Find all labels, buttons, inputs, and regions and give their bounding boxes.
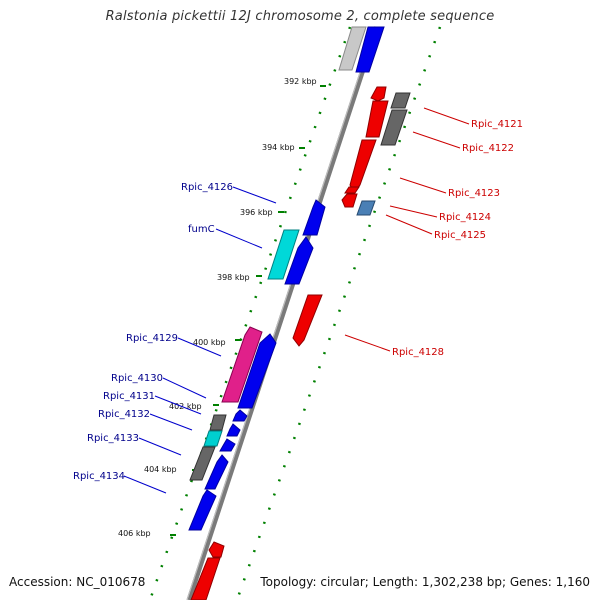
gene-arrow <box>365 100 389 138</box>
map-title: Ralstonia pickettii 12J chromosome 2, co… <box>105 9 495 24</box>
gene-arrow <box>189 446 216 481</box>
scale-label: 392 kbp <box>284 77 317 86</box>
gene-arrow <box>355 26 385 73</box>
topology-text: Topology: circular; Length: 1,302,238 bp… <box>260 575 590 589</box>
gene-arrow <box>344 186 360 194</box>
forward-leaders <box>123 186 277 494</box>
gene-label: Rpic_4133 <box>87 433 139 444</box>
gene-label: Rpic_4128 <box>392 347 444 358</box>
gene-arrow <box>204 454 229 490</box>
gene-arrow <box>208 541 225 558</box>
gene-arrow <box>380 109 408 146</box>
gene-label: fumC <box>188 224 215 235</box>
gene-arrow <box>338 26 367 71</box>
gene-label: Rpic_4121 <box>471 119 523 130</box>
scale-label: 404 kbp <box>144 465 177 474</box>
scale-label: 402 kbp <box>169 402 202 411</box>
scale-labels: 392 kbp 394 kbp 396 kbp 398 kbp 400 kbp … <box>118 77 326 538</box>
gene-label: Rpic_4134 <box>73 471 125 482</box>
gene-arrow <box>190 557 221 600</box>
gene-label: Rpic_4124 <box>439 212 491 223</box>
gene-arrow <box>237 333 277 409</box>
gene-arrow <box>390 92 411 109</box>
scale-label: 398 kbp <box>217 273 250 282</box>
gene-label: Rpic_4122 <box>462 143 514 154</box>
reverse-labels: Rpic_4121 Rpic_4122 Rpic_4123 Rpic_4124 … <box>392 119 523 358</box>
gene-label: Rpic_4132 <box>98 409 150 420</box>
forward-labels: Rpic_4126 fumC Rpic_4129 Rpic_4130 Rpic_… <box>73 182 233 482</box>
backbone <box>186 26 380 600</box>
reverse-leaders <box>344 107 470 352</box>
accession-text: Accession: NC_010678 <box>9 575 146 589</box>
scale-label: 396 kbp <box>240 208 273 217</box>
gene-arrow <box>203 430 223 447</box>
gene-arrow <box>219 438 236 452</box>
gene-arrow <box>341 193 358 208</box>
gene-arrow <box>221 326 263 403</box>
gene-arrow <box>284 236 314 285</box>
gene-arrow <box>370 86 387 102</box>
gene-features <box>188 26 411 600</box>
gene-label: Rpic_4130 <box>111 373 163 384</box>
gene-label: Rpic_4129 <box>126 333 178 344</box>
gene-arrow <box>209 414 227 431</box>
gene-arrow <box>292 294 323 347</box>
gene-arrow <box>302 199 326 236</box>
gene-arrow <box>188 489 217 531</box>
scale-label: 406 kbp <box>118 529 151 538</box>
gene-label: Rpic_4126 <box>181 182 233 193</box>
gene-arrow <box>267 229 300 280</box>
gene-label: Rpic_4125 <box>434 230 486 241</box>
gene-label: Rpic_4131 <box>103 391 155 402</box>
gene-arrow <box>349 139 377 193</box>
scale-label: 400 kbp <box>193 338 226 347</box>
gene-arrow <box>226 423 241 437</box>
gene-label: Rpic_4123 <box>448 188 500 199</box>
gene-arrow <box>356 200 376 216</box>
scale-label: 394 kbp <box>262 143 295 152</box>
gene-arrow <box>232 409 248 422</box>
